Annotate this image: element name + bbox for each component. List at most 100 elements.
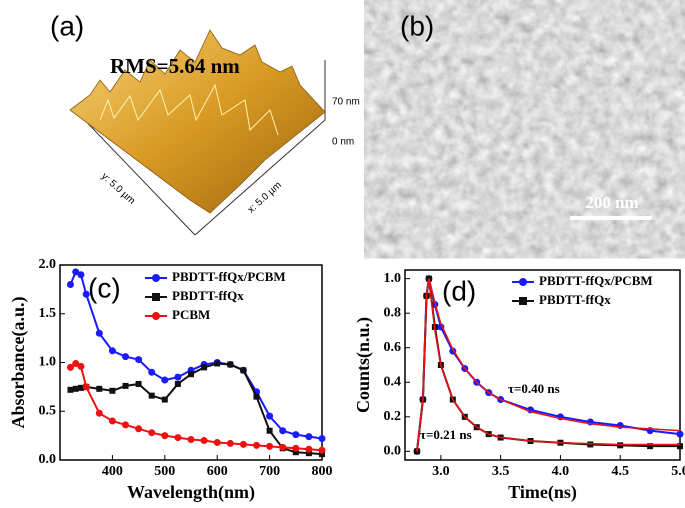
marker xyxy=(135,380,142,387)
marker xyxy=(109,387,116,394)
scale-bar-label: 200 nm xyxy=(585,193,638,212)
x-tick-label: 3.5 xyxy=(492,464,510,479)
x-tick-label: 800 xyxy=(312,464,333,479)
series-line xyxy=(70,362,323,456)
marker xyxy=(188,371,194,378)
y-tick-label: 0.0 xyxy=(39,452,57,467)
y-tick-label: 1.0 xyxy=(39,355,57,370)
marker xyxy=(305,445,313,453)
plot-frame xyxy=(404,269,681,461)
marker xyxy=(77,271,85,279)
marker xyxy=(82,290,90,298)
marker xyxy=(135,425,143,433)
marker xyxy=(72,359,80,367)
marker xyxy=(67,386,74,393)
axis-label: y: 5.0 µm xyxy=(99,171,137,207)
marker xyxy=(148,429,156,437)
afm-axis xyxy=(74,109,196,236)
marker xyxy=(253,393,260,400)
y-tick-label: 1.5 xyxy=(39,306,57,321)
marker xyxy=(135,356,143,364)
z-label: 0 nm xyxy=(332,137,354,148)
marker xyxy=(226,439,234,447)
legend-marker xyxy=(152,274,160,282)
marker xyxy=(319,451,325,458)
marker xyxy=(213,438,221,446)
x-tick-label: 4.5 xyxy=(611,464,629,479)
marker xyxy=(201,364,208,371)
marker xyxy=(95,409,103,417)
marker xyxy=(77,384,84,391)
marker xyxy=(647,443,654,450)
marker xyxy=(161,432,169,440)
y-tick-label: 0.6 xyxy=(384,340,402,355)
sem-image xyxy=(393,3,683,235)
y-axis-label: Absorbance(a.u.) xyxy=(8,296,29,428)
afm-surface xyxy=(69,29,326,214)
series-line xyxy=(416,278,680,452)
annotation: τ=0.21 ns xyxy=(420,427,472,442)
afm-peaks xyxy=(99,83,279,136)
marker xyxy=(279,427,287,435)
y-tick-label: 2.0 xyxy=(39,257,57,272)
legend-marker xyxy=(152,293,160,301)
x-tick-label: 500 xyxy=(154,464,175,479)
marker xyxy=(676,430,684,438)
marker xyxy=(266,412,274,420)
marker xyxy=(161,396,168,403)
marker xyxy=(266,427,273,434)
x-tick-label: 3.0 xyxy=(432,464,450,479)
marker xyxy=(72,268,80,276)
x-tick-label: 4.0 xyxy=(552,464,570,479)
marker xyxy=(82,383,90,391)
marker xyxy=(72,385,79,392)
marker xyxy=(66,281,74,288)
y-tick-label: 0.0 xyxy=(384,444,402,459)
x-tick-label: 5.0 xyxy=(671,464,685,479)
marker xyxy=(587,441,594,448)
marker xyxy=(77,362,85,370)
x-tick-label: 600 xyxy=(207,464,228,479)
annotation: τ=0.40 ns xyxy=(508,381,560,396)
legend-marker xyxy=(519,297,527,305)
panel-label: (c) xyxy=(88,272,121,303)
marker xyxy=(148,392,155,399)
marker xyxy=(227,361,234,368)
y-tick-label: 0.4 xyxy=(384,374,402,389)
legend-label: PCBM xyxy=(172,307,210,322)
legend-marker xyxy=(519,278,527,286)
marker xyxy=(187,436,195,444)
marker xyxy=(174,373,182,381)
marker xyxy=(253,441,260,449)
panel-label: (d) xyxy=(442,275,476,306)
marker xyxy=(279,443,287,451)
marker xyxy=(266,442,274,450)
marker xyxy=(214,360,221,367)
legend-label: PBDTT-ffQx xyxy=(539,292,611,307)
series-line xyxy=(69,362,323,452)
legend-marker xyxy=(152,312,160,320)
marker xyxy=(318,435,326,443)
marker xyxy=(239,440,247,448)
marker xyxy=(122,421,129,429)
marker xyxy=(292,431,300,439)
marker xyxy=(122,382,129,389)
z-label: 70 nm xyxy=(332,97,360,108)
marker xyxy=(617,442,624,449)
y-tick-label: 0.2 xyxy=(384,409,402,424)
marker xyxy=(677,443,683,450)
panel-label: (a) xyxy=(50,10,84,41)
panel-label: (b) xyxy=(400,10,434,41)
legend-label: PBDTT-ffQx/PCBM xyxy=(539,273,653,288)
y-tick-label: 0.5 xyxy=(39,403,57,418)
marker xyxy=(66,363,74,371)
x-tick-label: 700 xyxy=(259,464,280,479)
marker xyxy=(108,347,116,355)
x-axis-label: Wavelength(nm) xyxy=(127,482,255,503)
marker xyxy=(161,376,169,384)
series-line xyxy=(69,270,323,440)
afm-axis xyxy=(194,119,326,236)
marker xyxy=(292,449,299,456)
marker xyxy=(148,368,156,376)
